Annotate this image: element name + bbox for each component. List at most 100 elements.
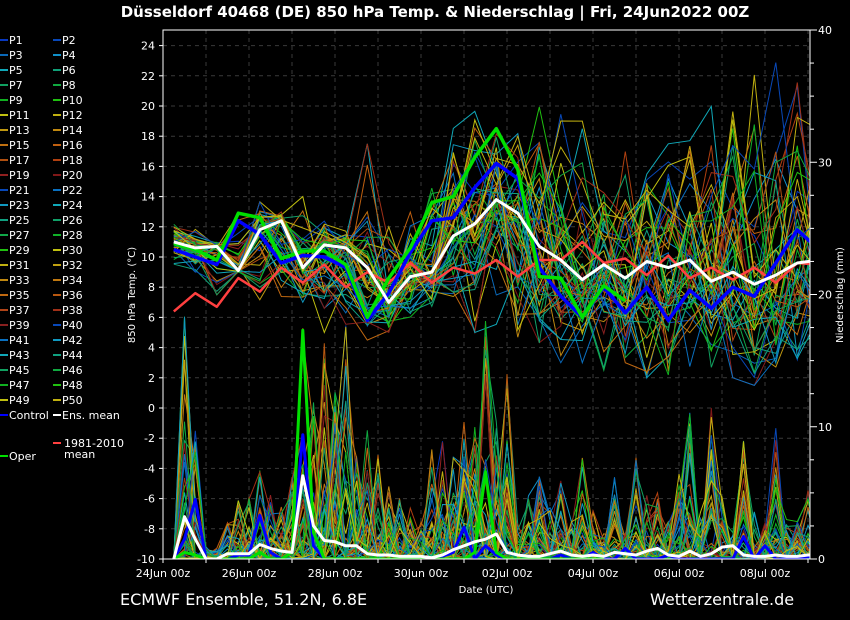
legend-p41-label: P41 bbox=[9, 334, 30, 347]
legend-p30-label: P30 bbox=[62, 244, 83, 257]
legend-p24-label: P24 bbox=[62, 199, 83, 212]
control-precip-line bbox=[172, 433, 810, 559]
y2-tick-label: 30 bbox=[818, 156, 832, 169]
x-tick-label: 28Jun 00z bbox=[308, 567, 363, 580]
member-temp-line-P29 bbox=[173, 128, 810, 327]
y-tick-label: 24 bbox=[141, 40, 155, 53]
y-tick-label: 12 bbox=[141, 221, 155, 234]
legend-p6-label: P6 bbox=[62, 64, 76, 77]
legend-p38-label: P38 bbox=[62, 304, 83, 317]
y2-tick-label: 20 bbox=[818, 289, 832, 302]
ens-mean-temp-line bbox=[173, 198, 810, 304]
legend-p27-label: P27 bbox=[9, 229, 30, 242]
legend-p8-label: P8 bbox=[62, 79, 76, 92]
legend-p9-label: P9 bbox=[9, 94, 23, 107]
y-tick-label: -6 bbox=[144, 493, 155, 506]
legend-p18-label: P18 bbox=[62, 154, 83, 167]
member-precip-line-P48 bbox=[173, 459, 810, 559]
legend-p23-label: P23 bbox=[9, 199, 30, 212]
legend-p25-label: P25 bbox=[9, 214, 30, 227]
y-tick-label: 14 bbox=[141, 191, 155, 204]
y2-tick-label: 40 bbox=[818, 24, 832, 37]
y-tick-label: 6 bbox=[148, 311, 155, 324]
member-precip-line-P25 bbox=[173, 428, 810, 559]
member-temp-line-P9 bbox=[173, 182, 810, 350]
legend-p32-label: P32 bbox=[62, 259, 83, 272]
y-tick-label: 18 bbox=[141, 130, 155, 143]
legend-p40-label: P40 bbox=[62, 319, 83, 332]
y-tick-label: -8 bbox=[144, 523, 155, 536]
legend-control-label: Control bbox=[9, 409, 49, 422]
legend-p29-label: P29 bbox=[9, 244, 30, 257]
x-tick-label: 06Jul 00z bbox=[654, 567, 705, 580]
y-axis-label: 850 hPa Temp. (°C) bbox=[127, 247, 138, 343]
legend-p1-label: P1 bbox=[9, 34, 23, 47]
chart-title: Düsseldorf 40468 (DE) 850 hPa Temp. & Ni… bbox=[121, 3, 750, 22]
legend-p36-label: P36 bbox=[62, 289, 83, 302]
legend-p49-label: P49 bbox=[9, 394, 30, 407]
legend-p15-label: P15 bbox=[9, 139, 30, 152]
y2-tick-label: 10 bbox=[818, 421, 832, 434]
legend-p47-label: P47 bbox=[9, 379, 30, 392]
legend-p39-label: P39 bbox=[9, 319, 30, 332]
y-tick-label: -2 bbox=[144, 432, 155, 445]
legend-p45-label: P45 bbox=[9, 364, 30, 377]
legend-p31-label: P31 bbox=[9, 259, 30, 272]
member-temp-line-P24 bbox=[173, 205, 810, 379]
member-temp-line-P7 bbox=[173, 201, 810, 356]
y2-tick-label: 0 bbox=[818, 553, 825, 566]
member-precip-line-P32 bbox=[173, 358, 810, 559]
x-tick-label: 04Jul 00z bbox=[568, 567, 619, 580]
y-tick-label: 4 bbox=[148, 342, 155, 355]
legend-p33-label: P33 bbox=[9, 274, 30, 287]
climate-mean-line bbox=[172, 240, 810, 313]
x-tick-label: 30Jun 00z bbox=[394, 567, 449, 580]
x-tick-label: 08Jul 00z bbox=[740, 567, 791, 580]
legend-p5-label: P5 bbox=[9, 64, 23, 77]
legend-climate-label: 1981-2010 bbox=[64, 437, 124, 450]
legend-p3-label: P3 bbox=[9, 49, 23, 62]
legend-p2-label: P2 bbox=[62, 34, 76, 47]
legend-p19-label: P19 bbox=[9, 169, 30, 182]
y-tick-label: -4 bbox=[144, 462, 155, 475]
legend-p16-label: P16 bbox=[62, 139, 83, 152]
legend-p14-label: P14 bbox=[62, 124, 83, 137]
legend-climate-label-2: mean bbox=[64, 448, 95, 461]
legend-p48-label: P48 bbox=[62, 379, 83, 392]
member-precip-line-P31 bbox=[173, 359, 810, 559]
y-tick-label: 8 bbox=[148, 281, 155, 294]
legend-p34-label: P34 bbox=[62, 274, 83, 287]
oper-temp-line bbox=[173, 126, 627, 320]
member-precip-line-P46 bbox=[173, 421, 810, 559]
x-tick-label: 26Jun 00z bbox=[222, 567, 277, 580]
member-temp-line-P45 bbox=[173, 211, 810, 368]
y-tick-label: 20 bbox=[141, 100, 155, 113]
legend-p37-label: P37 bbox=[9, 304, 30, 317]
main-series-lines bbox=[172, 126, 810, 559]
legend-oper-label: Oper bbox=[9, 450, 36, 463]
member-temp-line-P44 bbox=[173, 188, 810, 375]
member-temp-line-P40 bbox=[173, 62, 810, 306]
legend-p4-label: P4 bbox=[62, 49, 76, 62]
member-temp-line-P38 bbox=[173, 82, 810, 295]
member-temp-line-P50 bbox=[173, 116, 810, 300]
x-tick-label: 24Jun 00z bbox=[136, 567, 191, 580]
legend-p12-label: P12 bbox=[62, 109, 83, 122]
legend-p28-label: P28 bbox=[62, 229, 83, 242]
footer-site: Wetterzentrale.de bbox=[650, 590, 794, 609]
y-tick-label: 0 bbox=[148, 402, 155, 415]
legend-p43-label: P43 bbox=[9, 349, 30, 362]
ens-mean-precip-line bbox=[172, 474, 810, 559]
footer-source: ECMWF Ensemble, 51.2N, 6.8E bbox=[120, 590, 367, 609]
legend-p13-label: P13 bbox=[9, 124, 30, 137]
legend-p46-label: P46 bbox=[62, 364, 83, 377]
legend-p42-label: P42 bbox=[62, 334, 83, 347]
y-tick-label: 10 bbox=[141, 251, 155, 264]
legend-p11-label: P11 bbox=[9, 109, 30, 122]
legend-p50-label: P50 bbox=[62, 394, 83, 407]
member-lines bbox=[173, 62, 810, 559]
y-tick-label: -10 bbox=[137, 553, 155, 566]
y-tick-label: 16 bbox=[141, 160, 155, 173]
